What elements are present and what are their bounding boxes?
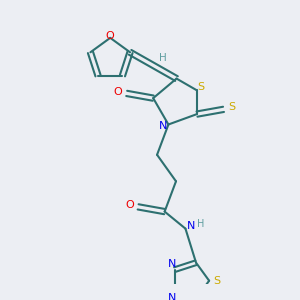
Text: H: H: [159, 53, 166, 63]
Text: O: O: [114, 86, 122, 97]
Text: N: N: [158, 122, 167, 131]
Text: H: H: [197, 219, 204, 229]
Text: O: O: [125, 200, 134, 210]
Text: S: S: [197, 82, 204, 92]
Text: O: O: [106, 31, 115, 41]
Text: S: S: [213, 276, 220, 286]
Text: N: N: [187, 221, 195, 231]
Text: S: S: [229, 103, 236, 112]
Text: N: N: [168, 259, 176, 269]
Text: N: N: [168, 292, 176, 300]
